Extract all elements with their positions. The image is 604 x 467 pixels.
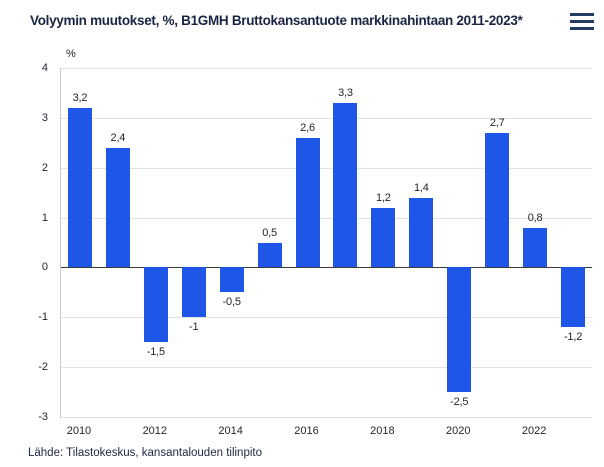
- gridline: [61, 167, 592, 169]
- bar-value-label: -1,5: [146, 346, 165, 359]
- y-axis-tick-label: 2: [41, 161, 48, 174]
- gridline: [61, 68, 592, 69]
- hamburger-line: [570, 27, 594, 30]
- y-axis-tick-label: 0: [41, 261, 48, 274]
- chart-title: Volyymin muutokset, %, B1GMH Bruttokansa…: [30, 13, 523, 28]
- x-axis-tick-label: 2016: [294, 425, 319, 437]
- gridline: [61, 317, 592, 319]
- bar-value-label: 0,8: [527, 211, 543, 224]
- bar-2018[interactable]: [371, 207, 396, 268]
- bar-2011[interactable]: [105, 147, 130, 268]
- bar-2017[interactable]: [333, 102, 358, 268]
- bar-value-label: 2,4: [110, 131, 126, 144]
- zero-gridline: [61, 267, 592, 269]
- y-axis-tick-label: -2: [38, 361, 48, 374]
- y-axis-tick-label: -1: [38, 311, 48, 324]
- plot-area: 3,2 2,4 -1,5 -1 -0,5 0,5 2,6 3,3 1,2 1,4 -2,5 2,7 0,…: [60, 68, 592, 418]
- bar-value-label: 1,2: [376, 191, 391, 204]
- bar-2013[interactable]: [181, 267, 206, 318]
- bar-value-label: 2,7: [489, 116, 505, 129]
- bar-2016[interactable]: [295, 137, 320, 268]
- hamburger-line: [570, 20, 594, 23]
- bar-value-label: -2,5: [450, 396, 469, 409]
- bar-value-label: -1,2: [563, 331, 583, 344]
- bar-value-label: 1,4: [413, 181, 429, 194]
- hamburger-menu-icon[interactable]: [570, 13, 594, 30]
- bar-2015[interactable]: [257, 242, 282, 268]
- bar-2010[interactable]: [67, 107, 92, 268]
- y-axis-tick-label: -3: [38, 411, 48, 423]
- y-axis-tick-label: 4: [41, 62, 48, 74]
- hamburger-line: [570, 13, 594, 16]
- bar-2019[interactable]: [409, 197, 434, 268]
- bar-value-label: 3,3: [338, 86, 353, 99]
- x-axis-tick-label: 2010: [66, 425, 92, 437]
- bar-2022[interactable]: [523, 227, 548, 268]
- bar-value-label: 3,2: [72, 91, 88, 104]
- bar-value-label: -1: [189, 321, 199, 334]
- bar-value-label: -0,5: [222, 296, 241, 309]
- gridline: [61, 367, 592, 369]
- x-axis-tick-label: 2022: [521, 425, 547, 437]
- gridline: [61, 117, 592, 119]
- source-caption: Lähde: Tilastokeskus, kansantalouden til…: [28, 447, 262, 459]
- bar-value-label: 0,5: [262, 226, 277, 239]
- y-axis-tick-label: 3: [41, 111, 48, 124]
- bar-2023[interactable]: [561, 267, 586, 328]
- bar-2020[interactable]: [447, 267, 472, 393]
- gridline: [61, 417, 592, 418]
- x-axis-tick-label: 2018: [370, 425, 395, 437]
- x-axis-tick-label: 2012: [142, 425, 168, 437]
- gridline: [61, 217, 592, 219]
- y-axis-unit-label: %: [66, 48, 76, 60]
- x-axis-tick-label: 2020: [446, 425, 471, 437]
- bar-2014[interactable]: [219, 267, 244, 293]
- x-axis-tick-label: 2014: [218, 425, 243, 437]
- bar-2021[interactable]: [485, 132, 510, 268]
- bar-value-label: 2,6: [300, 121, 315, 134]
- y-axis-tick-label: 1: [41, 211, 48, 224]
- bar-2012[interactable]: [143, 267, 168, 343]
